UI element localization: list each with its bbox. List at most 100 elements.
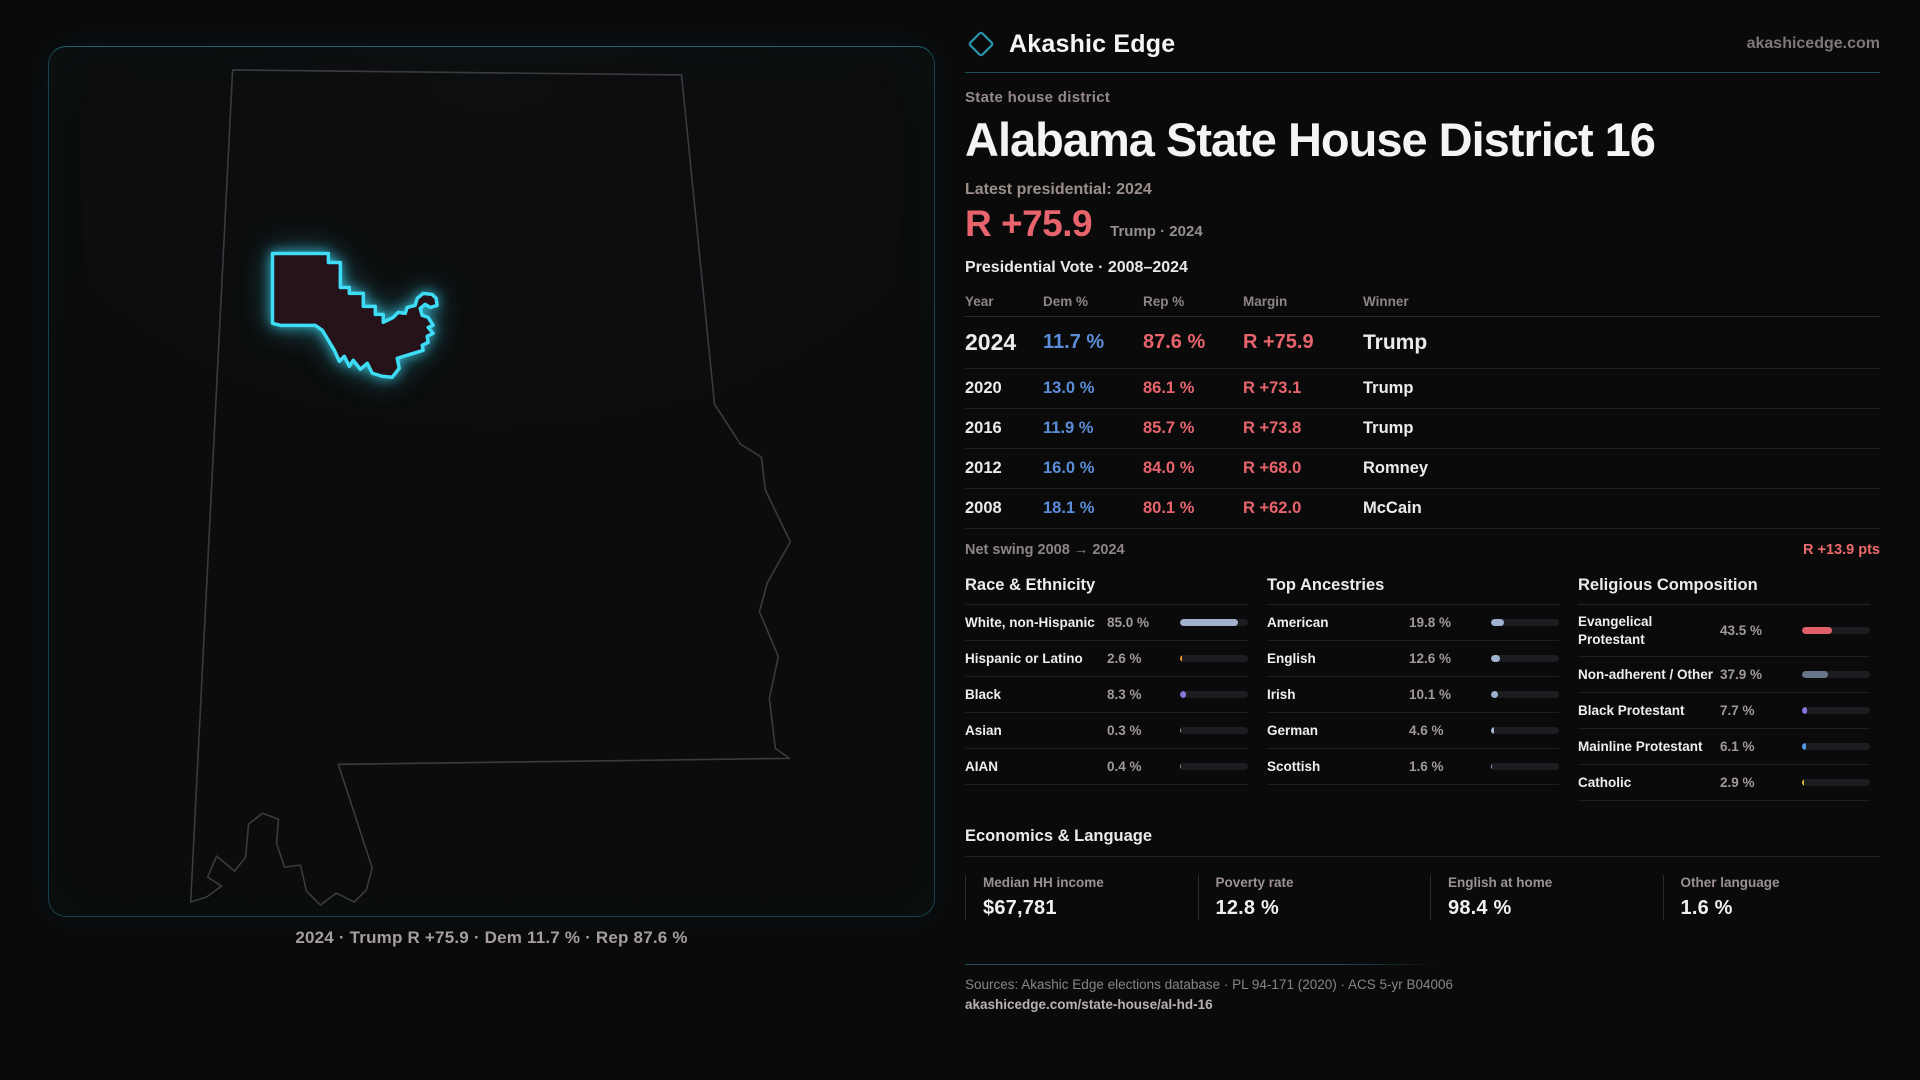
list-item: AIAN 0.4 % bbox=[965, 749, 1248, 785]
cell-winner: Romney bbox=[1363, 459, 1429, 477]
bar-fill bbox=[1802, 671, 1828, 679]
vote-table-header: Year Dem % Rep % Margin Winner bbox=[965, 287, 1880, 317]
demographics-grid: Race & Ethnicity White, non-Hispanic 85.… bbox=[965, 576, 1880, 802]
brand-name: Akashic Edge bbox=[1009, 29, 1176, 58]
brand-domain-link[interactable]: akashicedge.com bbox=[1746, 35, 1880, 52]
list-item: White, non-Hispanic 85.0 % bbox=[965, 605, 1248, 641]
cell-winner: Trump bbox=[1363, 330, 1428, 354]
bar-fill bbox=[1802, 627, 1832, 635]
stat-card: English at home 98.4 % bbox=[1430, 875, 1648, 921]
bar-fill bbox=[1802, 779, 1804, 787]
section-title: Top Ancestries bbox=[1267, 576, 1559, 605]
bar-fill bbox=[1491, 763, 1493, 770]
col-dem: Dem % bbox=[1043, 294, 1089, 309]
permalink[interactable]: akashicedge.com/state-house/al-hd-16 bbox=[965, 997, 1213, 1013]
bar-fill bbox=[1180, 655, 1182, 662]
item-label: English bbox=[1267, 650, 1316, 666]
list-item: English 12.6 % bbox=[1267, 641, 1559, 677]
table-row: 2008 18.1 % 80.1 % R +62.0 McCain bbox=[965, 489, 1880, 529]
item-value: 37.9 % bbox=[1720, 667, 1763, 683]
item-label: Non-adherent / Other bbox=[1578, 666, 1714, 682]
col-winner: Winner bbox=[1363, 294, 1409, 309]
bar-track bbox=[1180, 727, 1248, 734]
latest-presidential-label: Latest presidential: 2024 bbox=[965, 181, 1152, 198]
page-title: Alabama State House District 16 bbox=[965, 113, 1656, 166]
item-value: 1.6 % bbox=[1409, 759, 1444, 774]
net-swing-value: R +13.9 pts bbox=[1803, 542, 1880, 558]
item-value: 8.3 % bbox=[1107, 687, 1142, 702]
list-item: Catholic 2.9 % bbox=[1578, 765, 1870, 802]
stat-value: 1.6 % bbox=[1680, 897, 1733, 920]
item-label: Black bbox=[965, 686, 1002, 702]
sources-text: Sources: Akashic Edge elections database… bbox=[965, 977, 1454, 993]
bar-track bbox=[1491, 727, 1559, 734]
cell-winner: McCain bbox=[1363, 499, 1422, 517]
item-label: German bbox=[1267, 722, 1319, 738]
item-value: 43.5 % bbox=[1720, 623, 1763, 639]
cell-winner: Trump bbox=[1363, 379, 1414, 397]
kicker: State house district bbox=[965, 89, 1111, 106]
diamond-logo-icon bbox=[968, 31, 994, 57]
item-label: Black Protestant bbox=[1578, 702, 1685, 718]
list-item: American 19.8 % bbox=[1267, 605, 1559, 641]
stat-label: Median HH income bbox=[983, 875, 1104, 891]
brand: Akashic Edge bbox=[965, 28, 1175, 60]
list-item: Scottish 1.6 % bbox=[1267, 749, 1559, 785]
economics-stats: Median HH income $67,781 Poverty rate 12… bbox=[965, 875, 1880, 921]
stat-value: 98.4 % bbox=[1448, 897, 1512, 920]
bar-fill bbox=[1491, 691, 1498, 698]
economics-title: Economics & Language bbox=[965, 827, 1880, 858]
headline-margin-row: R +75.9 Trump · 2024 bbox=[965, 203, 1880, 245]
list-item: Black Protestant 7.7 % bbox=[1578, 693, 1870, 730]
item-label: Hispanic or Latino bbox=[965, 650, 1083, 666]
section-title: Religious Composition bbox=[1578, 576, 1870, 605]
list-item: Asian 0.3 % bbox=[965, 713, 1248, 749]
cell-year: 2024 bbox=[965, 329, 1017, 355]
item-label: AIAN bbox=[965, 758, 998, 774]
item-value: 0.4 % bbox=[1107, 759, 1142, 774]
item-value: 0.3 % bbox=[1107, 723, 1142, 738]
cell-rep: 87.6 % bbox=[1143, 331, 1206, 353]
cell-dem: 11.9 % bbox=[1043, 419, 1094, 437]
footer-divider bbox=[965, 964, 1437, 966]
vote-table-title: Presidential Vote · 2008–2024 bbox=[965, 259, 1188, 276]
cell-rep: 80.1 % bbox=[1143, 499, 1195, 517]
bar-fill bbox=[1180, 691, 1186, 698]
headline-margin-value: R +75.9 bbox=[965, 203, 1093, 244]
map-caption: 2024 · Trump R +75.9 · Dem 11.7 % · Rep … bbox=[295, 928, 688, 947]
bar-track bbox=[1491, 655, 1559, 662]
bar-fill bbox=[1180, 619, 1238, 626]
bar-fill bbox=[1802, 743, 1807, 751]
stat-value: $67,781 bbox=[983, 897, 1057, 920]
net-swing-row: Net swing 2008 → 2024 R +13.9 pts bbox=[965, 542, 1880, 558]
stat-label: English at home bbox=[1448, 875, 1553, 891]
item-value: 2.6 % bbox=[1107, 651, 1142, 666]
item-label: White, non-Hispanic bbox=[965, 614, 1095, 630]
col-rep: Rep % bbox=[1143, 294, 1185, 309]
bar-track bbox=[1180, 691, 1248, 698]
item-value: 2.9 % bbox=[1720, 775, 1755, 791]
stat-value: 12.8 % bbox=[1215, 897, 1279, 920]
bar-track bbox=[1180, 763, 1248, 770]
alabama-state-outline bbox=[189, 69, 792, 906]
cell-rep: 84.0 % bbox=[1143, 459, 1195, 477]
cell-rep: 85.7 % bbox=[1143, 419, 1195, 437]
item-label: American bbox=[1267, 614, 1329, 630]
list-item: Hispanic or Latino 2.6 % bbox=[965, 641, 1248, 677]
stat-label: Poverty rate bbox=[1215, 875, 1294, 891]
table-row: 2020 13.0 % 86.1 % R +73.1 Trump bbox=[965, 369, 1880, 409]
section-title: Race & Ethnicity bbox=[965, 576, 1248, 605]
cell-margin: R +68.0 bbox=[1243, 459, 1302, 477]
list-item: Evangelical Protestant 43.5 % bbox=[1578, 605, 1870, 658]
cell-dem: 13.0 % bbox=[1043, 379, 1095, 397]
bar-track bbox=[1491, 763, 1559, 770]
district-16-shape[interactable] bbox=[270, 251, 439, 379]
stat-card: Median HH income $67,781 bbox=[965, 875, 1183, 921]
item-value: 19.8 % bbox=[1409, 615, 1452, 630]
list-item: German 4.6 % bbox=[1267, 713, 1559, 749]
item-label: Mainline Protestant bbox=[1578, 738, 1703, 754]
cell-rep: 86.1 % bbox=[1143, 379, 1195, 397]
item-value: 10.1 % bbox=[1409, 687, 1452, 702]
list-item: Black 8.3 % bbox=[965, 677, 1248, 713]
bar-track bbox=[1802, 707, 1870, 715]
